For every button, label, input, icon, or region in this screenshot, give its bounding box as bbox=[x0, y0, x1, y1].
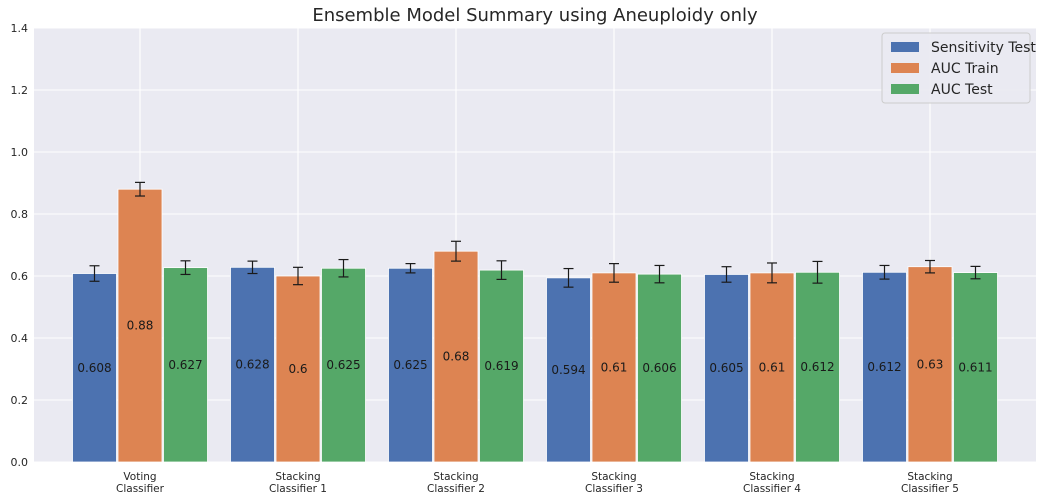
x-tick-label: Classifier 2 bbox=[427, 483, 485, 495]
error-bar bbox=[767, 262, 777, 284]
bar-value-label: 0.68 bbox=[443, 350, 470, 364]
bar-value-label: 0.606 bbox=[642, 361, 676, 375]
x-tick-label: Classifier 3 bbox=[585, 483, 643, 495]
error-bar bbox=[970, 265, 981, 280]
bar-sensitivity-test bbox=[388, 267, 433, 463]
chart-title: Ensemble Model Summary using Aneuploidy … bbox=[312, 5, 758, 26]
bar-sensitivity-test bbox=[704, 274, 749, 463]
y-tick-label: 1.0 bbox=[11, 146, 29, 159]
bars-group bbox=[72, 188, 998, 463]
legend-label: AUC Test bbox=[931, 82, 993, 98]
bar-value-label: 0.625 bbox=[393, 358, 427, 372]
error-bar bbox=[654, 264, 665, 284]
x-tick-label: Voting bbox=[123, 471, 156, 483]
bar-value-label: 0.63 bbox=[917, 357, 944, 371]
bar-auc-train bbox=[433, 250, 479, 463]
error-bar bbox=[89, 265, 100, 282]
bar-value-label: 0.608 bbox=[77, 361, 111, 375]
x-tick-label: Stacking bbox=[591, 471, 636, 483]
bar-auc-train bbox=[275, 275, 321, 463]
legend-swatch bbox=[891, 42, 919, 52]
x-tick-label: Classifier bbox=[116, 483, 165, 495]
error-bar bbox=[721, 266, 732, 283]
error-bar bbox=[405, 263, 416, 274]
bar-value-label: 0.627 bbox=[168, 358, 202, 372]
bar-value-label: 0.612 bbox=[800, 360, 834, 374]
error-bar bbox=[180, 260, 191, 276]
bar-value-label: 0.61 bbox=[601, 360, 628, 374]
bar-auc-train bbox=[907, 266, 953, 463]
y-tick-label: 0.2 bbox=[11, 394, 29, 407]
error-bar bbox=[293, 266, 303, 286]
error-bar bbox=[879, 264, 890, 280]
y-tick-label: 1.2 bbox=[11, 84, 29, 97]
error-bar bbox=[451, 240, 461, 262]
legend-swatch bbox=[891, 84, 919, 94]
bar-auc-train bbox=[591, 272, 637, 463]
x-tick-label: Stacking bbox=[907, 471, 952, 483]
bar-value-label: 0.605 bbox=[709, 361, 743, 375]
x-tick-label: Classifier 4 bbox=[743, 483, 801, 495]
error-bar bbox=[247, 260, 258, 275]
x-tick-label: Stacking bbox=[275, 471, 320, 483]
error-bar bbox=[925, 259, 935, 274]
error-bars-group bbox=[89, 181, 981, 288]
bar-value-label: 0.6 bbox=[288, 362, 307, 376]
error-bar bbox=[496, 260, 507, 281]
error-bar bbox=[812, 260, 823, 284]
legend-swatch bbox=[891, 63, 919, 73]
bar-auc-train bbox=[749, 272, 795, 463]
legend-label: AUC Train bbox=[931, 61, 999, 77]
legend: Sensitivity Test AUC Train AUC Test bbox=[881, 32, 1036, 104]
error-bar bbox=[563, 267, 574, 288]
bar-sensitivity-test bbox=[72, 273, 117, 463]
error-bar bbox=[135, 181, 145, 197]
bar-auc-test bbox=[637, 273, 682, 463]
bar-value-label: 0.625 bbox=[326, 358, 360, 372]
y-tick-label: 0.8 bbox=[11, 208, 29, 221]
x-tick-label: Stacking bbox=[749, 471, 794, 483]
bar-value-label: 0.619 bbox=[484, 359, 518, 373]
bar-auc-test bbox=[795, 271, 840, 463]
bar-value-label: 0.612 bbox=[867, 360, 901, 374]
bar-value-label: 0.594 bbox=[551, 363, 585, 377]
bar-sensitivity-test bbox=[230, 266, 275, 463]
bar-auc-test bbox=[163, 267, 208, 463]
bar-auc-test bbox=[321, 267, 366, 463]
bar-auc-test bbox=[953, 272, 998, 463]
error-bar bbox=[338, 258, 349, 278]
y-tick-label: 0.0 bbox=[11, 456, 29, 469]
bar-value-label: 0.611 bbox=[958, 360, 992, 374]
y-tick-label: 1.4 bbox=[11, 22, 29, 35]
bar-value-label: 0.628 bbox=[235, 358, 269, 372]
bar-sensitivity-test bbox=[862, 271, 907, 463]
x-tick-label: Classifier 5 bbox=[901, 483, 959, 495]
error-bar bbox=[609, 263, 619, 283]
x-tick-label: Stacking bbox=[433, 471, 478, 483]
bar-auc-test bbox=[479, 269, 524, 463]
legend-label: Sensitivity Test bbox=[931, 40, 1036, 56]
bar-value-label: 0.61 bbox=[759, 360, 786, 374]
y-tick-label: 0.4 bbox=[11, 332, 29, 345]
bar-sensitivity-test bbox=[546, 277, 591, 463]
bar-value-label: 0.88 bbox=[127, 319, 154, 333]
bar-labels-group: 0.608 0.628 0.625 0.594 0.605 0.612 0.88 0.6 0.6… bbox=[77, 319, 992, 377]
x-tick-label: Classifier 1 bbox=[269, 483, 327, 495]
y-tick-label: 0.6 bbox=[11, 270, 29, 283]
y-axis-ticks: 0.0 0.2 0.4 0.6 0.8 1.0 1.2 1.4 bbox=[11, 22, 29, 469]
